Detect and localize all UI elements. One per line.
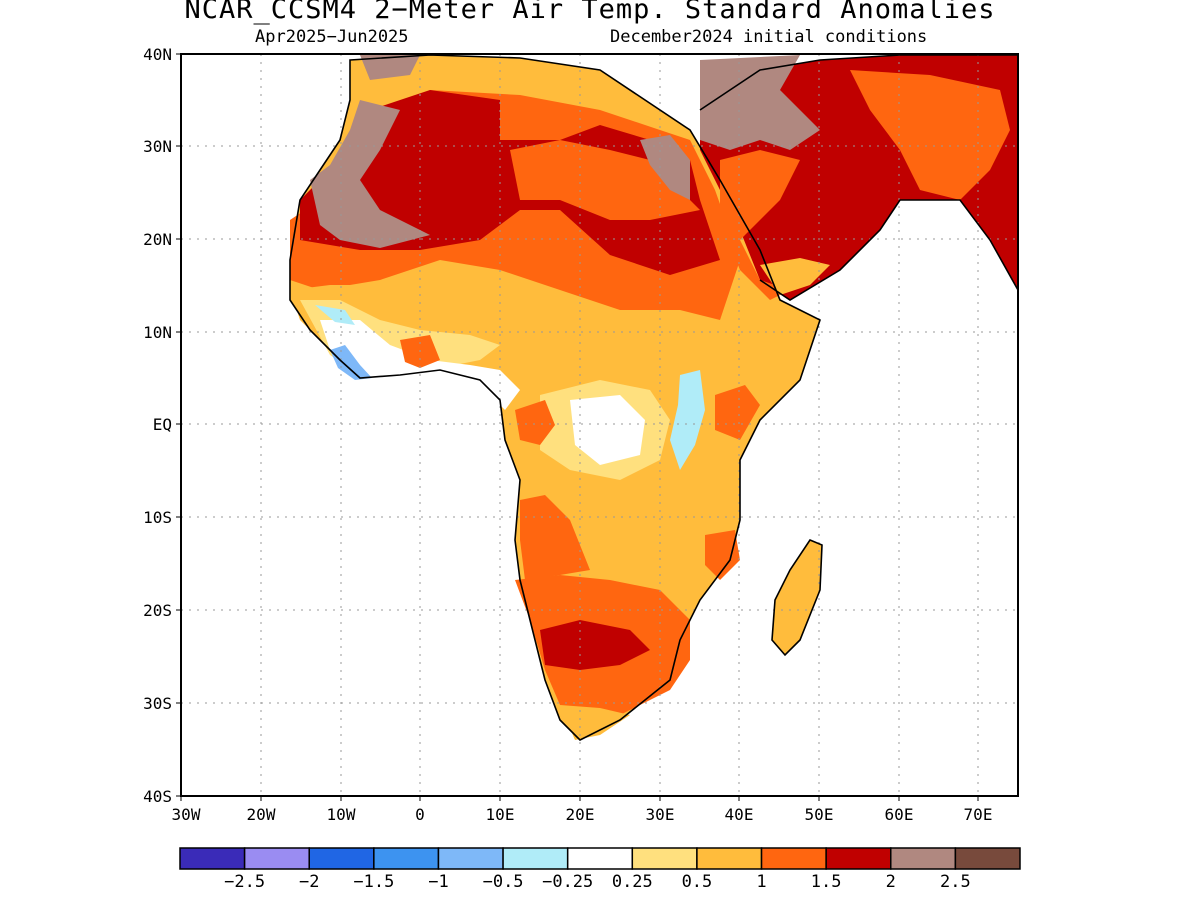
- colorbar-label: −0.5: [483, 872, 524, 892]
- map-plot-area: [290, 55, 1018, 740]
- colorbar-label: −2.5: [224, 872, 265, 892]
- anomaly-guinea-negative: [330, 345, 372, 380]
- colorbar-swatch: [760, 847, 827, 870]
- map-title: NCAR_CCSM4 2−Meter Air Temp. Standard An…: [184, 0, 996, 25]
- anomaly-south-1.5to2: [540, 620, 650, 670]
- lat-label-20s: 20S: [143, 601, 172, 620]
- colorbar-swatch: [890, 847, 957, 870]
- anomaly-south-arabia-0.5to1: [760, 258, 830, 295]
- colorbar-label: 1: [756, 872, 766, 892]
- colorbar-swatch: [437, 847, 504, 870]
- colorbar-label: −1: [428, 872, 448, 892]
- colorbar-label: 2: [886, 872, 896, 892]
- anomaly-central-neutral: [570, 395, 645, 465]
- lon-axis: 30W 20W 10W 0 10E 20E 30E 40E 50E 60E 70…: [172, 796, 993, 824]
- colorbar-label: −2: [299, 872, 319, 892]
- anomaly-mediterranean-2to2.5: [360, 55, 420, 80]
- lon-label-30w: 30W: [172, 805, 201, 824]
- lon-label-40e: 40E: [725, 805, 754, 824]
- colorbar-swatch: [825, 847, 892, 870]
- map-frame: [180, 53, 1019, 797]
- lon-label-20w: 20W: [247, 805, 276, 824]
- anomaly-angola-1to1.5: [520, 495, 590, 580]
- anomaly-guinea-slight-negative: [315, 305, 355, 325]
- lon-label-70e: 70E: [964, 805, 993, 824]
- colorbar-swatch: [502, 847, 569, 870]
- anomaly-sahara-east-1to1.5: [510, 140, 700, 220]
- lat-label-40s: 40S: [143, 787, 172, 806]
- colorbar-swatch: [373, 847, 440, 870]
- lat-label-10n: 10N: [143, 323, 172, 342]
- anomaly-horn-1to1.5: [715, 385, 760, 440]
- lat-label-30s: 30S: [143, 694, 172, 713]
- anomaly-egypt-2to2.5: [640, 135, 690, 200]
- colorbar-swatch: [566, 847, 634, 870]
- initial-conditions: December2024 initial conditions: [610, 27, 928, 47]
- lat-label-20n: 20N: [143, 230, 172, 249]
- lon-label-60e: 60E: [885, 805, 914, 824]
- lon-label-0: 0: [415, 805, 425, 824]
- colorbar-label: 2.5: [940, 872, 971, 892]
- anomaly-middle-east-2to2.5: [700, 55, 820, 150]
- forecast-period: Apr2025−Jun2025: [255, 27, 409, 47]
- colorbar-swatch: [179, 847, 246, 870]
- colorbar-labels: −2.5 −2 −1.5 −1 −0.5 −0.25 0.25 0.5 1 1.5 2 2.5: [224, 872, 971, 892]
- colorbar-swatch: [243, 847, 310, 870]
- colorbar-label: 1.5: [811, 872, 842, 892]
- colorbar-swatch: [696, 847, 763, 870]
- anomaly-cape-0.5to1: [560, 705, 630, 740]
- colorbar-swatch: [954, 847, 1021, 870]
- anomaly-arabia-1to1.5: [720, 150, 800, 300]
- colorbar: [179, 847, 1021, 870]
- anomaly-northwest-2to2.5: [310, 100, 430, 248]
- lat-label-30n: 30N: [143, 137, 172, 156]
- anomaly-gabon-1to1.5: [515, 400, 555, 445]
- lon-label-30e: 30E: [646, 805, 675, 824]
- lon-label-10e: 10E: [486, 805, 515, 824]
- lat-label-10s: 10S: [143, 508, 172, 527]
- anomaly-lake-victoria-negative: [670, 370, 705, 470]
- colorbar-label: −0.25: [542, 872, 593, 892]
- lat-axis: 40N 30N 20N 10N EQ 10S 20S 30S 40S: [143, 45, 181, 806]
- graticule: [181, 54, 1018, 796]
- anomaly-mozambique-1to1.5: [705, 530, 740, 580]
- lat-label-eq: EQ: [153, 415, 172, 434]
- lon-label-20e: 20E: [566, 805, 595, 824]
- lat-label-40n: 40N: [143, 45, 172, 64]
- colorbar-label: 0.25: [612, 872, 653, 892]
- madagascar: [772, 540, 822, 655]
- colorbar-label: −1.5: [353, 872, 394, 892]
- lon-label-10w: 10W: [327, 805, 356, 824]
- colorbar-label: 0.5: [682, 872, 713, 892]
- colorbar-swatch: [631, 847, 698, 870]
- anomaly-iran-1to1.5: [850, 70, 1010, 200]
- lon-label-50e: 50E: [805, 805, 834, 824]
- colorbar-swatch: [308, 847, 375, 870]
